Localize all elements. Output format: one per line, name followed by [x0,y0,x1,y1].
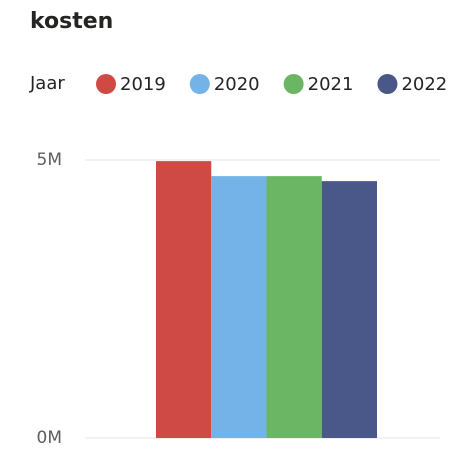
bar [321,181,377,439]
bar [211,176,267,438]
chart-title: kosten [30,9,113,34]
legend-swatch [189,74,210,94]
legend-label: 2019 [120,74,166,95]
legend-swatch [283,74,304,94]
legend-title: Jaar [29,73,65,94]
y-tick-label: 5M [37,150,62,170]
bar [156,161,212,438]
legend-label: 2020 [214,74,260,95]
legend-swatch [96,74,116,94]
legend-label: 2021 [308,74,354,95]
bar [266,176,322,438]
y-tick-label: 0M [37,428,62,448]
legend-swatch [377,74,398,94]
legend-label: 2022 [401,74,447,95]
